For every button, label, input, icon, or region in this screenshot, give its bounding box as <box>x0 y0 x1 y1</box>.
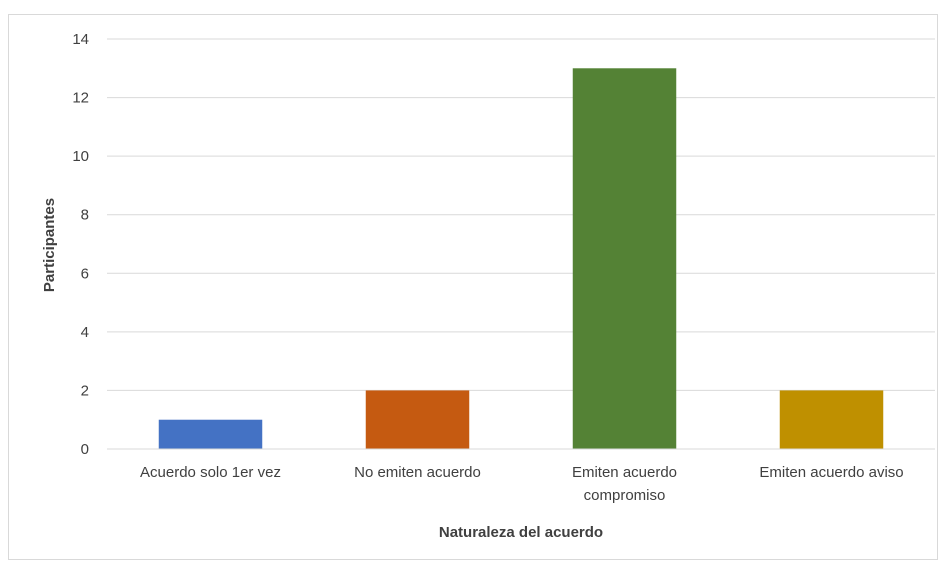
bar <box>158 419 263 449</box>
y-tick-label: 12 <box>72 90 89 107</box>
x-tick-label: Emiten acuerdo <box>572 464 677 481</box>
y-tick-label: 6 <box>81 265 89 282</box>
x-axis-ticks: Acuerdo solo 1er vez No emiten acuerdo Emi… <box>140 464 904 504</box>
y-axis-ticks: 0 2 4 6 8 10 12 14 <box>72 31 89 458</box>
y-tick-label: 10 <box>72 148 89 165</box>
x-tick-label: compromiso <box>584 487 666 504</box>
bar <box>572 68 677 450</box>
y-tick-label: 2 <box>81 382 89 399</box>
gridlines <box>107 38 935 391</box>
bar <box>779 390 884 449</box>
x-axis-title: Naturaleza del acuerdo <box>439 524 603 541</box>
x-tick-label: Acuerdo solo 1er vez <box>140 464 281 481</box>
bars <box>158 68 884 450</box>
y-tick-label: 0 <box>81 441 89 458</box>
x-tick-label: No emiten acuerdo <box>354 464 481 481</box>
y-axis-title: Participantes <box>41 198 58 292</box>
y-tick-label: 14 <box>72 31 89 48</box>
y-tick-label: 4 <box>81 324 89 341</box>
bar <box>365 390 470 449</box>
y-tick-label: 8 <box>81 207 89 224</box>
x-tick-label: Emiten acuerdo aviso <box>759 464 903 481</box>
chart-frame <box>8 14 938 560</box>
